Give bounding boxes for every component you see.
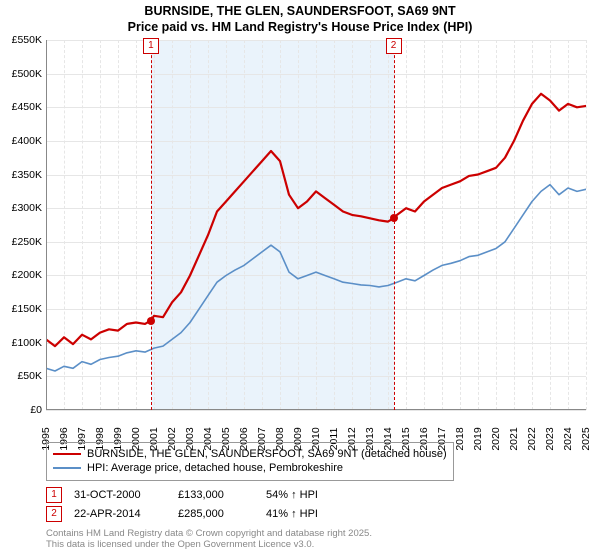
event-row-price: £285,000 xyxy=(178,508,254,520)
y-tick-label: £400K xyxy=(0,135,42,147)
event-row-price: £133,000 xyxy=(178,489,254,501)
y-tick-label: £50K xyxy=(0,370,42,382)
title-line-1: BURNSIDE, THE GLEN, SAUNDERSFOOT, SA69 9… xyxy=(0,4,600,20)
y-tick-label: £500K xyxy=(0,68,42,80)
y-tick-label: £0 xyxy=(0,404,42,416)
event-row-date: 31-OCT-2000 xyxy=(74,489,166,501)
chart-title-block: BURNSIDE, THE GLEN, SAUNDERSFOOT, SA69 9… xyxy=(0,0,600,35)
footer-block: BURNSIDE, THE GLEN, SAUNDERSFOOT, SA69 9… xyxy=(46,442,586,551)
y-tick-label: £450K xyxy=(0,101,42,113)
grid-v xyxy=(586,40,587,410)
event-marker-box: 1 xyxy=(143,38,159,54)
y-tick-label: £350K xyxy=(0,169,42,181)
attribution-line-2: This data is licensed under the Open Gov… xyxy=(46,539,586,551)
event-row-pct: 41% ↑ HPI xyxy=(266,508,346,520)
event-row-date: 22-APR-2014 xyxy=(74,508,166,520)
attribution-line-1: Contains HM Land Registry data © Crown c… xyxy=(46,528,586,540)
attribution: Contains HM Land Registry data © Crown c… xyxy=(46,528,586,552)
y-tick-label: £250K xyxy=(0,236,42,248)
event-line xyxy=(151,40,152,410)
y-tick-label: £200K xyxy=(0,269,42,281)
y-tick-label: £300K xyxy=(0,202,42,214)
y-tick-label: £100K xyxy=(0,337,42,349)
legend-row: HPI: Average price, detached house, Pemb… xyxy=(53,461,447,475)
x-axis-line xyxy=(46,409,586,410)
legend-label: BURNSIDE, THE GLEN, SAUNDERSFOOT, SA69 9… xyxy=(87,447,447,461)
plot-area: £0£50K£100K£150K£200K£250K£300K£350K£400… xyxy=(46,40,586,410)
grid-h xyxy=(46,410,586,411)
y-tick-label: £150K xyxy=(0,303,42,315)
chart-container: BURNSIDE, THE GLEN, SAUNDERSFOOT, SA69 9… xyxy=(0,0,600,560)
events-table: 1 31-OCT-2000 £133,000 54% ↑ HPI 2 22-APR-201… xyxy=(46,487,586,522)
legend-box: BURNSIDE, THE GLEN, SAUNDERSFOOT, SA69 9… xyxy=(46,442,454,481)
series-hpi xyxy=(46,185,586,371)
legend-row: BURNSIDE, THE GLEN, SAUNDERSFOOT, SA69 9… xyxy=(53,447,447,461)
event-dot xyxy=(390,214,398,222)
event-dot xyxy=(147,317,155,325)
legend-swatch xyxy=(53,453,81,455)
event-row-marker: 1 xyxy=(46,487,62,503)
plot: £0£50K£100K£150K£200K£250K£300K£350K£400… xyxy=(46,40,586,410)
event-row-marker: 2 xyxy=(46,506,62,522)
y-tick-label: £550K xyxy=(0,34,42,46)
series-property xyxy=(46,94,586,346)
event-row: 2 22-APR-2014 £285,000 41% ↑ HPI xyxy=(46,506,586,522)
line-layer xyxy=(46,40,586,410)
y-axis-line xyxy=(46,40,47,410)
event-row-pct: 54% ↑ HPI xyxy=(266,489,346,501)
legend-swatch xyxy=(53,467,81,469)
event-marker-box: 2 xyxy=(386,38,402,54)
legend-label: HPI: Average price, detached house, Pemb… xyxy=(87,461,343,475)
event-line xyxy=(394,40,395,410)
title-line-2: Price paid vs. HM Land Registry's House … xyxy=(0,20,600,36)
event-row: 1 31-OCT-2000 £133,000 54% ↑ HPI xyxy=(46,487,586,503)
